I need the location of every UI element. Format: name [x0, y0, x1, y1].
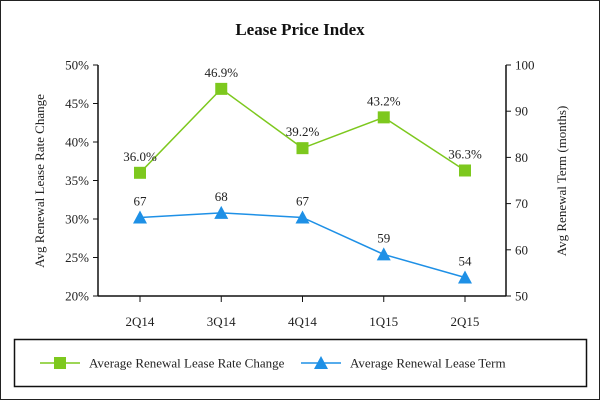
legend-triangle-icon	[314, 356, 328, 369]
x-tick-label: 2Q15	[451, 314, 480, 329]
series-lease-rate-change: 36.0% 46.9% 39.2% 43.2% 36.3%	[123, 65, 482, 179]
square-marker	[134, 166, 146, 179]
square-marker	[377, 111, 390, 124]
data-label: 39.2%	[286, 124, 320, 139]
left-tick-label: 25%	[65, 250, 89, 265]
left-tick-label: 20%	[65, 289, 89, 304]
legend-square-icon	[54, 357, 66, 369]
right-tick-label: 70	[515, 196, 528, 211]
legend-label: Average Renewal Lease Rate Change	[89, 356, 285, 371]
right-tick-label: 60	[515, 242, 528, 257]
data-label: 67	[296, 193, 310, 208]
series-lease-term: 67 68 67 59 54	[133, 189, 472, 284]
legend: Average Renewal Lease Rate Change Average…	[13, 338, 588, 388]
triangle-marker	[458, 270, 472, 284]
triangle-marker	[376, 247, 391, 261]
data-label: 54	[459, 254, 473, 269]
data-label: 59	[377, 230, 390, 245]
legend-item: Average Renewal Lease Rate Change	[40, 356, 285, 371]
legend-item: Average Renewal Lease Term	[301, 356, 506, 371]
square-marker	[459, 164, 471, 177]
left-tick-label: 35%	[65, 173, 89, 188]
triangle-marker	[133, 210, 147, 224]
series-layer: 36.0% 46.9% 39.2% 43.2% 36.3% 67 68 67 59 54	[123, 65, 482, 284]
left-tick-label: 30%	[65, 212, 89, 227]
x-tick-label: 3Q14	[207, 314, 236, 329]
square-marker	[296, 142, 309, 155]
triangle-marker	[295, 210, 310, 224]
x-tick-label: 4Q14	[288, 314, 317, 329]
x-tick-label: 2Q14	[126, 314, 155, 329]
x-tick-label: 1Q15	[369, 314, 398, 329]
left-tick-label: 40%	[65, 135, 89, 150]
right-tick-label: 100	[515, 58, 535, 73]
right-tick-label: 90	[515, 104, 528, 119]
right-tick-label: 50	[515, 289, 528, 304]
axes: 20% 25% 30% 35% 40% 45% 50% 50 60 70 80 90 100 2Q14 3Q…	[32, 58, 569, 330]
right-axis-title: Avg Renewal Term (months)	[554, 106, 569, 257]
left-tick-label: 45%	[65, 96, 89, 111]
data-label: 36.0%	[123, 149, 157, 164]
legend-label: Average Renewal Lease Term	[350, 356, 506, 371]
chart-title: Lease Price Index	[235, 20, 365, 39]
legend-box	[13, 338, 588, 388]
right-tick-label: 80	[515, 150, 528, 165]
square-marker	[215, 82, 228, 95]
left-tick-label: 50%	[65, 58, 89, 73]
data-label: 67	[134, 193, 148, 208]
triangle-marker	[214, 205, 229, 219]
data-label: 43.2%	[367, 93, 401, 108]
data-label: 68	[215, 189, 228, 204]
data-label: 46.9%	[204, 65, 238, 80]
left-axis-title: Avg Renewal Lease Rate Change	[32, 94, 47, 268]
data-label: 36.3%	[448, 146, 482, 161]
